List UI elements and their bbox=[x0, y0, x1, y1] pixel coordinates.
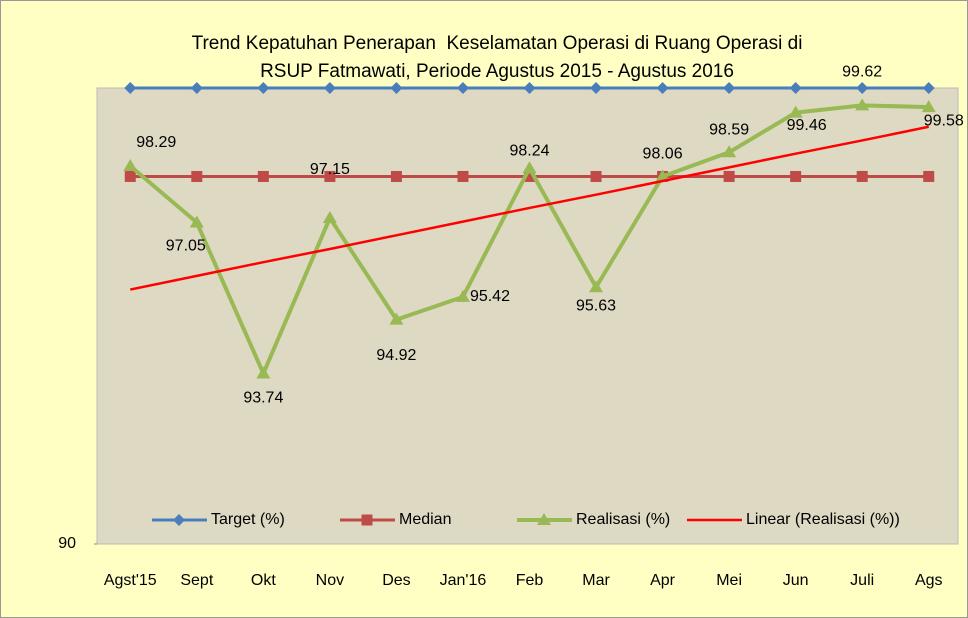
point-marker bbox=[190, 82, 203, 94]
chart-title: RSUP Fatmawati, Periode Agustus 2015 - A… bbox=[260, 61, 734, 82]
x-tick-label: Nov bbox=[316, 572, 344, 589]
x-tick-label: Jun bbox=[783, 572, 809, 589]
point-marker bbox=[590, 82, 603, 94]
point-marker bbox=[455, 289, 470, 302]
point-marker bbox=[590, 170, 602, 182]
point-marker bbox=[390, 82, 403, 94]
point-marker bbox=[257, 82, 270, 94]
x-tick-label: Mei bbox=[716, 572, 742, 589]
data-label: 98.59 bbox=[709, 122, 749, 139]
point-marker bbox=[456, 82, 469, 94]
point-marker bbox=[790, 170, 802, 182]
x-tick-label: Okt bbox=[251, 572, 276, 589]
point-marker bbox=[923, 170, 935, 182]
point-marker bbox=[389, 312, 404, 325]
point-marker bbox=[722, 145, 737, 158]
x-tick-label: Feb bbox=[516, 572, 544, 589]
point-marker bbox=[457, 170, 469, 182]
point-marker bbox=[189, 215, 204, 228]
x-tick-label: Agst'15 bbox=[104, 572, 157, 589]
data-label: 95.42 bbox=[470, 288, 510, 305]
data-label: 99.58 bbox=[924, 112, 964, 129]
data-label: 94.92 bbox=[376, 347, 416, 364]
point-marker bbox=[191, 170, 203, 182]
point-marker bbox=[789, 82, 802, 94]
point-marker bbox=[723, 82, 736, 94]
x-tick-label: Juli bbox=[850, 572, 874, 589]
point-marker bbox=[855, 98, 870, 111]
plot-area bbox=[96, 87, 959, 545]
point-marker bbox=[856, 82, 869, 94]
point-marker bbox=[124, 82, 137, 94]
data-label: 93.74 bbox=[243, 390, 283, 407]
point-marker bbox=[921, 100, 936, 113]
data-label: 95.63 bbox=[576, 297, 616, 314]
chart-title: Trend Kepatuhan Penerapan Keselamatan Op… bbox=[192, 33, 803, 54]
x-tick-label: Mar bbox=[582, 572, 610, 589]
point-marker bbox=[523, 82, 536, 94]
x-tick-label: Jan'16 bbox=[440, 572, 487, 589]
point-marker bbox=[322, 210, 337, 223]
data-label: 98.24 bbox=[509, 142, 549, 159]
y-tick-label: 90 bbox=[58, 535, 76, 552]
x-tick-label: Apr bbox=[650, 572, 676, 589]
point-marker bbox=[788, 105, 803, 118]
x-tick-label: Ags bbox=[915, 572, 943, 589]
legend-marker bbox=[173, 514, 185, 526]
point-marker bbox=[922, 82, 935, 94]
point-marker bbox=[257, 170, 269, 182]
point-marker bbox=[124, 170, 136, 182]
data-label: 99.62 bbox=[842, 64, 882, 81]
series-line bbox=[130, 125, 929, 291]
point-marker bbox=[324, 170, 336, 182]
point-marker bbox=[723, 170, 735, 182]
point-marker bbox=[524, 170, 535, 182]
point-marker bbox=[655, 169, 670, 182]
data-label: 97.15 bbox=[310, 161, 350, 178]
legend-label: Realisasi (%) bbox=[576, 511, 670, 528]
legend-label: Linear (Realisasi (%)) bbox=[746, 511, 900, 528]
point-marker bbox=[390, 170, 402, 182]
x-tick-label: Des bbox=[382, 572, 410, 589]
data-label: 97.05 bbox=[166, 238, 206, 255]
point-marker bbox=[123, 158, 138, 171]
point-marker bbox=[522, 161, 537, 174]
point-marker bbox=[589, 280, 604, 293]
point-marker bbox=[323, 82, 336, 94]
x-tick-label: Sept bbox=[180, 572, 213, 589]
point-marker bbox=[656, 82, 669, 94]
data-label: 98.29 bbox=[136, 134, 176, 151]
point-marker bbox=[856, 170, 868, 182]
data-label: 99.46 bbox=[787, 117, 827, 134]
legend-marker bbox=[537, 513, 551, 525]
data-label: 98.06 bbox=[643, 146, 683, 163]
legend-label: Median bbox=[399, 511, 451, 528]
point-marker bbox=[256, 366, 271, 379]
legend-label: Target (%) bbox=[211, 511, 285, 528]
legend-marker bbox=[361, 514, 373, 526]
